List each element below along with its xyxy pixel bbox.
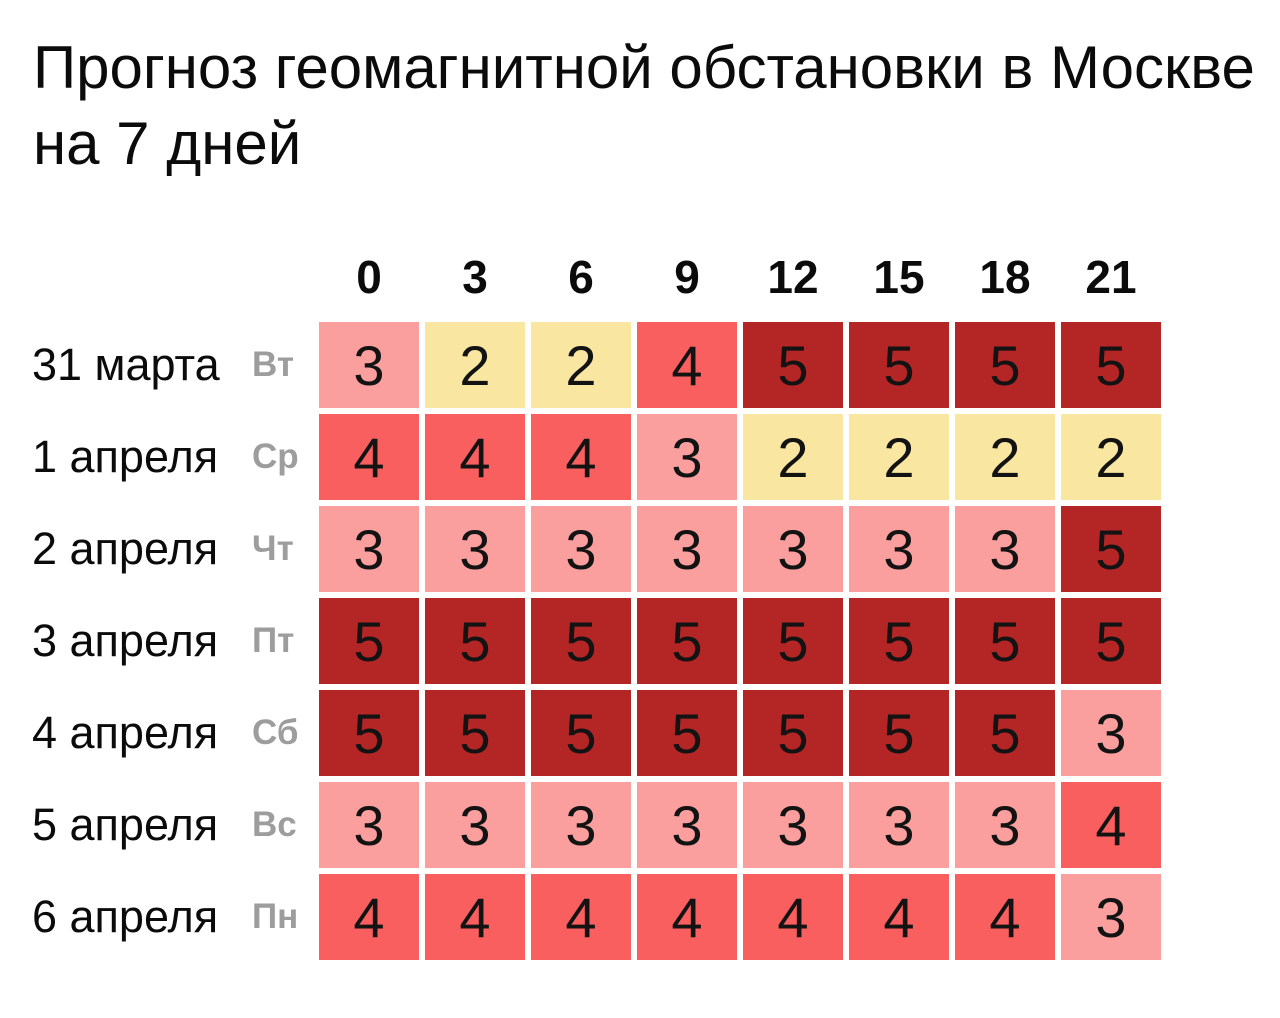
heatmap-cell: 3	[425, 506, 525, 592]
heatmap-cell: 4	[319, 414, 419, 500]
date-label: 31 марта	[32, 339, 220, 390]
hour-header: 12	[767, 251, 819, 303]
heatmap-cell: 5	[425, 598, 525, 684]
heatmap-cell: 3	[531, 506, 631, 592]
table-row: 4 апреля Сб 5 5 5 5 5 5 5 3	[0, 690, 1280, 776]
hour-header: 6	[568, 251, 594, 303]
heatmap-cell: 3	[743, 506, 843, 592]
heatmap-cell: 3	[319, 322, 419, 408]
heatmap-cell: 5	[849, 322, 949, 408]
hour-header: 18	[979, 251, 1031, 303]
hours-header-row: 0 3 6 9 12 15 18 21	[319, 254, 1280, 300]
heatmap-cell: 2	[425, 322, 525, 408]
heatmap-cell: 5	[319, 690, 419, 776]
heatmap-cell: 5	[425, 690, 525, 776]
date-label: 3 апреля	[32, 615, 219, 666]
heatmap-cell: 2	[1061, 414, 1161, 500]
weekday-label: Вт	[252, 345, 294, 384]
heatmap-cell: 3	[955, 506, 1055, 592]
heatmap-cell: 3	[319, 782, 419, 868]
heatmap-cell: 5	[955, 690, 1055, 776]
table-row: 31 марта Вт 3 2 2 4 5 5 5 5	[0, 322, 1280, 408]
heatmap-cell: 5	[955, 598, 1055, 684]
hour-header: 3	[462, 251, 488, 303]
heatmap-cell: 5	[637, 598, 737, 684]
heatmap-cell: 5	[743, 690, 843, 776]
weekday-label: Пн	[252, 897, 299, 936]
hour-header: 0	[356, 251, 382, 303]
heatmap-cell: 4	[531, 874, 631, 960]
weekday-label: Вс	[252, 805, 297, 844]
heatmap-cell: 4	[425, 874, 525, 960]
date-label: 2 апреля	[32, 523, 219, 574]
heatmap-cell: 5	[1061, 598, 1161, 684]
table-row: 5 апреля Вс 3 3 3 3 3 3 3 4	[0, 782, 1280, 868]
heatmap-cell: 3	[637, 414, 737, 500]
page-title-line-2: на 7 дней	[33, 110, 302, 177]
heatmap-cell: 4	[849, 874, 949, 960]
table-row: 1 апреля Ср 4 4 4 3 2 2 2 2	[0, 414, 1280, 500]
forecast-heatmap: 0 3 6 9 12 15 18 21 31 марта Вт 3 2 2 4 5 5 5 5 1 апреля С…	[0, 254, 1280, 966]
heatmap-cell: 5	[743, 598, 843, 684]
heatmap-cell: 5	[849, 690, 949, 776]
heatmap-cell: 5	[637, 690, 737, 776]
page-title: Прогноз геомагнитной обстановки в Москве…	[33, 30, 1255, 182]
heatmap-cell: 4	[637, 322, 737, 408]
heatmap-cell: 3	[849, 506, 949, 592]
heatmap-cell: 4	[319, 874, 419, 960]
heatmap-cell: 5	[531, 598, 631, 684]
heatmap-cell: 5	[531, 690, 631, 776]
heatmap-cell: 4	[743, 874, 843, 960]
weekday-label: Ср	[252, 437, 299, 476]
heatmap-cell: 5	[743, 322, 843, 408]
heatmap-cell: 5	[849, 598, 949, 684]
heatmap-cell: 2	[743, 414, 843, 500]
heatmap-cell: 3	[1061, 874, 1161, 960]
heatmap-cell: 3	[955, 782, 1055, 868]
heatmap-cell: 2	[531, 322, 631, 408]
date-label: 5 апреля	[32, 799, 219, 850]
heatmap-cell: 3	[319, 506, 419, 592]
hour-header: 15	[873, 251, 925, 303]
heatmap-cell: 4	[425, 414, 525, 500]
heatmap-rows: 31 марта Вт 3 2 2 4 5 5 5 5 1 апреля Ср 4 4 4 3 2 2 2 2 2 ап…	[0, 322, 1280, 960]
date-label: 1 апреля	[32, 431, 219, 482]
table-row: 6 апреля Пн 4 4 4 4 4 4 4 3	[0, 874, 1280, 960]
heatmap-cell: 4	[1061, 782, 1161, 868]
date-label: 4 апреля	[32, 707, 219, 758]
heatmap-cell: 5	[1061, 506, 1161, 592]
date-label: 6 апреля	[32, 891, 219, 942]
heatmap-cell: 3	[743, 782, 843, 868]
heatmap-cell: 4	[637, 874, 737, 960]
heatmap-cell: 2	[955, 414, 1055, 500]
heatmap-cell: 4	[955, 874, 1055, 960]
heatmap-cell: 5	[955, 322, 1055, 408]
heatmap-cell: 3	[849, 782, 949, 868]
hour-header: 21	[1085, 251, 1137, 303]
table-row: 3 апреля Пт 5 5 5 5 5 5 5 5	[0, 598, 1280, 684]
heatmap-cell: 2	[849, 414, 949, 500]
heatmap-cell: 3	[1061, 690, 1161, 776]
weekday-label: Сб	[252, 713, 299, 752]
heatmap-cell: 3	[531, 782, 631, 868]
table-row: 2 апреля Чт 3 3 3 3 3 3 3 5	[0, 506, 1280, 592]
heatmap-cell: 4	[531, 414, 631, 500]
heatmap-cell: 3	[637, 782, 737, 868]
heatmap-cell: 3	[425, 782, 525, 868]
heatmap-cell: 3	[637, 506, 737, 592]
heatmap-cell: 5	[319, 598, 419, 684]
hour-header: 9	[674, 251, 700, 303]
heatmap-cell: 5	[1061, 322, 1161, 408]
weekday-label: Пт	[252, 621, 295, 660]
page-title-line-1: Прогноз геомагнитной обстановки в Москве	[33, 34, 1255, 101]
weekday-label: Чт	[252, 529, 294, 568]
